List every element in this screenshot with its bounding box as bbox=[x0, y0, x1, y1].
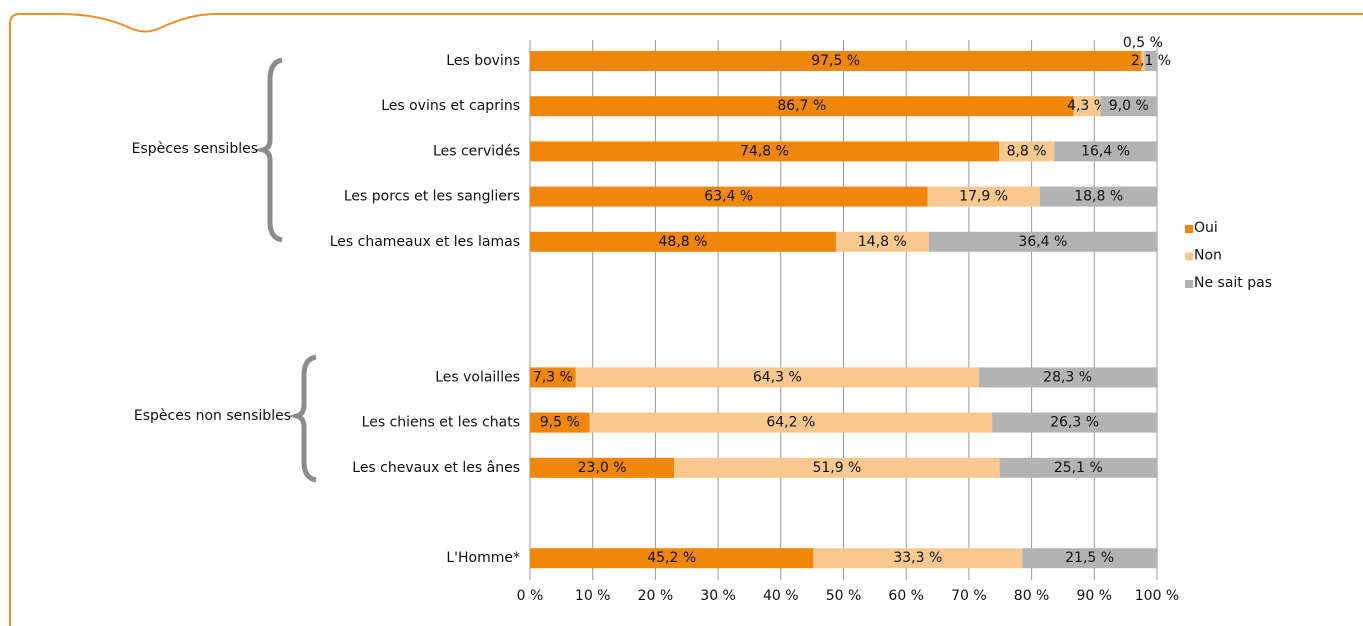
y-tick-label: Les bovins bbox=[446, 53, 520, 69]
value-label: 25,1 % bbox=[1054, 460, 1103, 476]
value-label: 23,0 % bbox=[578, 460, 627, 476]
legend-label: Oui bbox=[1194, 220, 1218, 236]
value-label: 97,5 % bbox=[811, 53, 860, 69]
bar-segment bbox=[530, 457, 675, 478]
value-label: 86,7 % bbox=[777, 98, 826, 114]
group-label: Espèces non sensibles bbox=[134, 408, 291, 424]
y-tick-label: Les chiens et les chats bbox=[362, 415, 520, 431]
x-tick-label: 60 % bbox=[888, 588, 924, 604]
x-tick-label: 30 % bbox=[700, 588, 736, 604]
y-tick-label: Les volailles bbox=[435, 369, 520, 385]
bar-segment bbox=[530, 412, 590, 433]
frame bbox=[9, 13, 1363, 626]
value-label: 33,3 % bbox=[893, 550, 942, 566]
value-label: 36,4 % bbox=[1018, 234, 1067, 250]
bar-segment bbox=[589, 412, 993, 433]
bar-segment bbox=[998, 141, 1055, 162]
x-tick-label: 40 % bbox=[763, 588, 799, 604]
value-label: 8,8 % bbox=[1007, 143, 1047, 159]
value-label: 26,3 % bbox=[1050, 415, 1099, 431]
value-label: 45,2 % bbox=[647, 550, 696, 566]
value-label: 17,9 % bbox=[959, 189, 1008, 205]
bar-segment bbox=[1022, 548, 1157, 569]
bar-segment bbox=[978, 367, 1157, 388]
y-tick-label: Les chevaux et les ânes bbox=[352, 460, 520, 476]
bar-segment bbox=[813, 548, 1023, 569]
bar-segment bbox=[1039, 186, 1158, 207]
bar-segment bbox=[530, 186, 928, 207]
group-brace bbox=[253, 57, 283, 243]
x-tick-label: 20 % bbox=[638, 588, 674, 604]
y-tick-label: L'Homme* bbox=[446, 550, 520, 566]
value-label: 16,4 % bbox=[1081, 143, 1130, 159]
x-tick-label: 100 % bbox=[1135, 588, 1179, 604]
value-label: 63,4 % bbox=[704, 189, 753, 205]
group-label: Espèces sensibles bbox=[132, 141, 258, 157]
value-label: 21,5 % bbox=[1065, 550, 1114, 566]
value-label: 2,1 % bbox=[1131, 53, 1171, 69]
legend-swatch bbox=[1185, 280, 1193, 288]
bar-segment bbox=[1054, 141, 1157, 162]
value-label: 14,8 % bbox=[858, 234, 907, 250]
x-tick-label: 0 % bbox=[517, 588, 544, 604]
bar-segment bbox=[999, 457, 1157, 478]
bar-segment bbox=[835, 231, 929, 252]
x-tick-label: 70 % bbox=[951, 588, 987, 604]
value-label: 64,2 % bbox=[766, 415, 815, 431]
bar-segment bbox=[1073, 96, 1101, 117]
value-label: 28,3 % bbox=[1043, 369, 1092, 385]
value-label: 9,5 % bbox=[540, 415, 580, 431]
x-tick-label: 10 % bbox=[575, 588, 611, 604]
bar-segment bbox=[1141, 51, 1145, 71]
bar-segment bbox=[992, 412, 1157, 433]
y-tick-label: Les porcs et les sangliers bbox=[344, 189, 520, 205]
bar-segment bbox=[530, 548, 814, 569]
bar-segment bbox=[530, 367, 576, 388]
bar-segment bbox=[927, 186, 1040, 207]
bar-segment bbox=[1144, 51, 1158, 71]
bar-segment bbox=[674, 457, 1000, 478]
x-tick-label: 80 % bbox=[1014, 588, 1050, 604]
bar-segment bbox=[530, 141, 999, 162]
legend-label: Ne sait pas bbox=[1194, 275, 1272, 291]
legend-swatch bbox=[1185, 225, 1193, 233]
bar-segment bbox=[575, 367, 979, 388]
x-tick-label: 90 % bbox=[1077, 588, 1113, 604]
y-tick-label: Les chameaux et les lamas bbox=[330, 234, 520, 250]
bar-segment bbox=[530, 96, 1074, 117]
value-label: 48,8 % bbox=[659, 234, 708, 250]
value-label: 64,3 % bbox=[753, 369, 802, 385]
legend-label: Non bbox=[1194, 248, 1222, 264]
value-label: 4,3 % bbox=[1067, 98, 1107, 114]
value-label: 7,3 % bbox=[533, 369, 573, 385]
bar-segment bbox=[530, 51, 1142, 71]
legend-swatch bbox=[1185, 252, 1193, 261]
value-label: 74,8 % bbox=[740, 143, 789, 159]
y-tick-label: Les ovins et caprins bbox=[381, 98, 520, 114]
value-label: 18,8 % bbox=[1074, 189, 1123, 205]
value-label: 51,9 % bbox=[812, 460, 861, 476]
bar-segment bbox=[530, 231, 836, 252]
value-label: 9,0 % bbox=[1109, 98, 1149, 114]
value-label: 0,5 % bbox=[1123, 35, 1163, 51]
x-tick-label: 50 % bbox=[826, 588, 862, 604]
bar-segment bbox=[1100, 96, 1157, 117]
y-tick-label: Les cervidés bbox=[433, 143, 520, 159]
bar-segment bbox=[928, 231, 1157, 252]
group-brace bbox=[287, 354, 317, 483]
